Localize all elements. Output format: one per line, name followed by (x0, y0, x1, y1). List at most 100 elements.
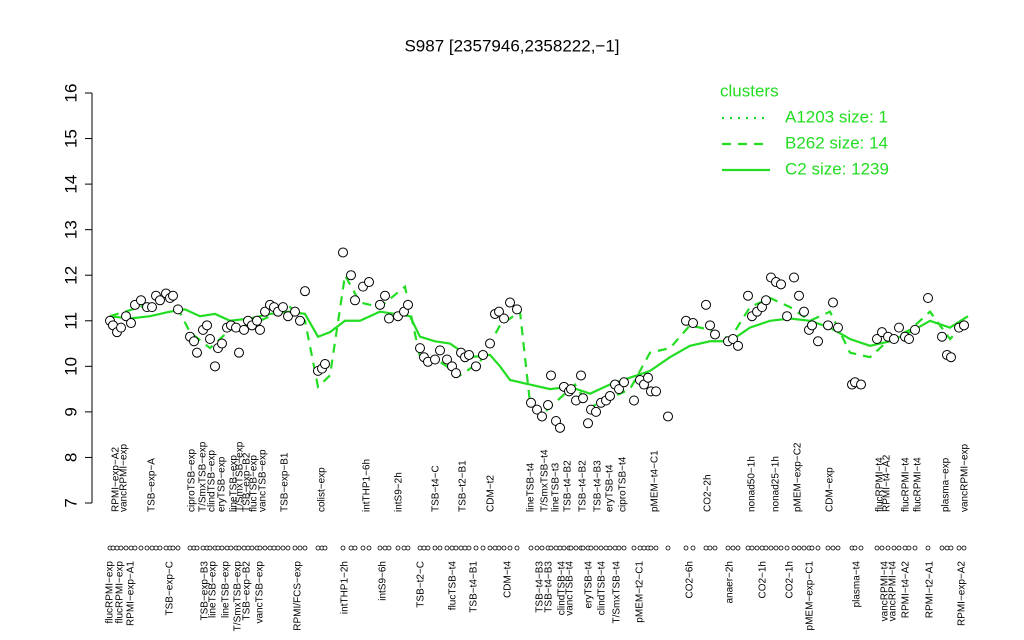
data-point (283, 311, 293, 322)
rug-point (961, 545, 967, 551)
data-point (761, 295, 771, 306)
data-point (728, 334, 738, 344)
rug-point (315, 545, 321, 551)
data-point (776, 279, 786, 290)
rug-point (149, 545, 155, 551)
rug-point (534, 545, 540, 551)
rug-point (745, 545, 751, 551)
rug-point (114, 545, 120, 551)
top-label: flucTSB−exp (249, 455, 260, 512)
bottom-label: vancTSB−exp (255, 561, 266, 624)
data-point (619, 377, 629, 388)
rug-point (801, 545, 807, 551)
rug-point (906, 545, 912, 551)
data-point (823, 320, 833, 331)
cluster-line (109, 271, 969, 414)
data-point (485, 338, 495, 349)
rug-point (830, 545, 836, 551)
bottom-label: RPMI−exp−A1 (126, 561, 137, 626)
bottom-label: TSB−t4−B3 (535, 561, 546, 613)
rug-point (241, 545, 247, 551)
data-point (338, 247, 348, 258)
data-point (591, 406, 601, 417)
rug-point (395, 545, 401, 551)
data-point (494, 306, 504, 317)
rug-point (340, 545, 346, 551)
data-point (136, 295, 146, 306)
data-point (833, 322, 843, 333)
rug-point (939, 545, 945, 551)
bottom-label: RPMI/FCS−exp (293, 561, 304, 631)
rug-point (480, 545, 486, 551)
top-label: TSB−exp−B2 (242, 452, 253, 512)
bottom-label: clindTSB−t4 (597, 561, 608, 616)
rug-point (612, 545, 618, 551)
data-point (217, 338, 227, 349)
rug-point (835, 545, 841, 551)
bottom-label: pMEM−exp−C1 (805, 561, 816, 631)
rug-point (631, 545, 637, 551)
rug-point (118, 545, 124, 551)
data-point (537, 411, 547, 422)
rug-point (621, 545, 627, 551)
top-label: ciproTSB−t4 (618, 456, 629, 512)
data-point (828, 297, 838, 308)
rug-point (128, 545, 134, 551)
rug-point (912, 545, 918, 551)
top-label: lineTSB−exp (229, 455, 240, 512)
bottom-label: lineTSB−exp (221, 561, 232, 618)
data-point (364, 277, 374, 288)
top-label: TSB−exp−B1 (280, 452, 291, 512)
data-point (189, 336, 199, 347)
data-point (155, 295, 165, 306)
rug-point (236, 545, 242, 551)
rug-point (791, 545, 797, 551)
top-label: T/SmxTSB−t4 (540, 449, 551, 512)
rug-point (432, 545, 438, 551)
bottom-label: vancTSB−t4 (565, 561, 576, 616)
data-point (451, 368, 461, 379)
data-point (614, 384, 624, 395)
data-point (705, 320, 715, 331)
rug-point (285, 545, 291, 551)
bottom-label: CO2−1h (785, 561, 796, 599)
data-point (505, 297, 515, 308)
data-point (239, 324, 249, 335)
data-point (380, 290, 390, 301)
rug-point (215, 545, 221, 551)
top-label: pMEM−t4−C1 (650, 450, 661, 512)
y-tick-label: 15 (61, 129, 80, 148)
rug-point (267, 545, 273, 551)
bottom-label: RPMI−t2−A1 (925, 561, 936, 619)
rug-point (382, 545, 388, 551)
rug-point (458, 545, 464, 551)
rug-point (902, 545, 908, 551)
data-point (384, 313, 394, 324)
data-point (583, 418, 593, 429)
rug-point (768, 545, 774, 551)
rug-point (925, 545, 931, 551)
data-point (375, 299, 385, 310)
rug-point (754, 545, 760, 551)
rug-point (219, 545, 225, 551)
data-point (555, 422, 565, 433)
rug-point (778, 545, 784, 551)
rug-point (437, 545, 443, 551)
rug-point (690, 545, 696, 551)
top-label: flucRPMI−t4 (875, 457, 886, 512)
rug-point (401, 545, 407, 551)
rug-point (257, 545, 263, 551)
data-point (260, 306, 270, 317)
data-point (116, 322, 126, 333)
data-point (295, 315, 305, 326)
data-point (471, 361, 481, 372)
rug-point (784, 545, 790, 551)
rug-point (616, 545, 622, 551)
top-label: colist−exp (317, 467, 328, 512)
rug-point (163, 545, 169, 551)
data-point (794, 290, 804, 301)
data-point (526, 397, 536, 408)
bottom-label: clindTSB−t4 (557, 561, 568, 616)
legend-label: B262 size: 14 (785, 133, 888, 152)
